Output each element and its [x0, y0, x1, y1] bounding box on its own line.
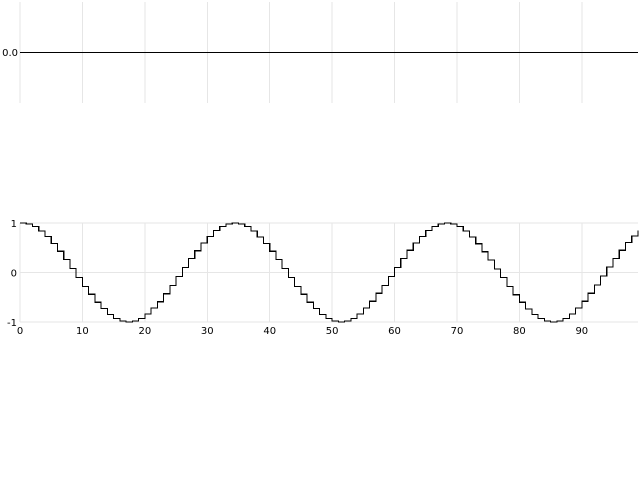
- bottom-series-step-line: [20, 222, 639, 323]
- bottom-x-tick-label: 90: [575, 326, 588, 337]
- bottom-x-tick-labels: 0 10 20 30 40 50 60 70 80 90: [17, 326, 588, 337]
- bottom-y-tick-label: 1: [11, 219, 17, 230]
- bottom-x-tick-label: 50: [326, 326, 339, 337]
- top-y-tick-labels: 0.0: [2, 48, 18, 59]
- bottom-x-tick-label: 0: [17, 326, 23, 337]
- top-panel: 0.0: [2, 2, 638, 103]
- bottom-x-tick-label: 10: [76, 326, 89, 337]
- bottom-y-tick-label: -1: [7, 318, 17, 329]
- bottom-series: [20, 222, 639, 323]
- bottom-x-tick-label: 40: [263, 326, 276, 337]
- bottom-panel: 10-1 0 10 20 30 40 50 60 70 80 90: [7, 219, 639, 337]
- bottom-x-tick-label: 20: [138, 326, 151, 337]
- bottom-y-tick-labels: 1 0 -1: [7, 219, 17, 329]
- bottom-x-tick-label: 80: [513, 326, 526, 337]
- bottom-x-tick-label: 70: [451, 326, 464, 337]
- bottom-x-tick-label: 30: [201, 326, 214, 337]
- bottom-x-tick-label: 60: [388, 326, 401, 337]
- bottom-y-tick-label: 0: [11, 269, 17, 280]
- top-y-tick-label: 0.0: [2, 48, 18, 59]
- bottom-grid: [19, 222, 638, 323]
